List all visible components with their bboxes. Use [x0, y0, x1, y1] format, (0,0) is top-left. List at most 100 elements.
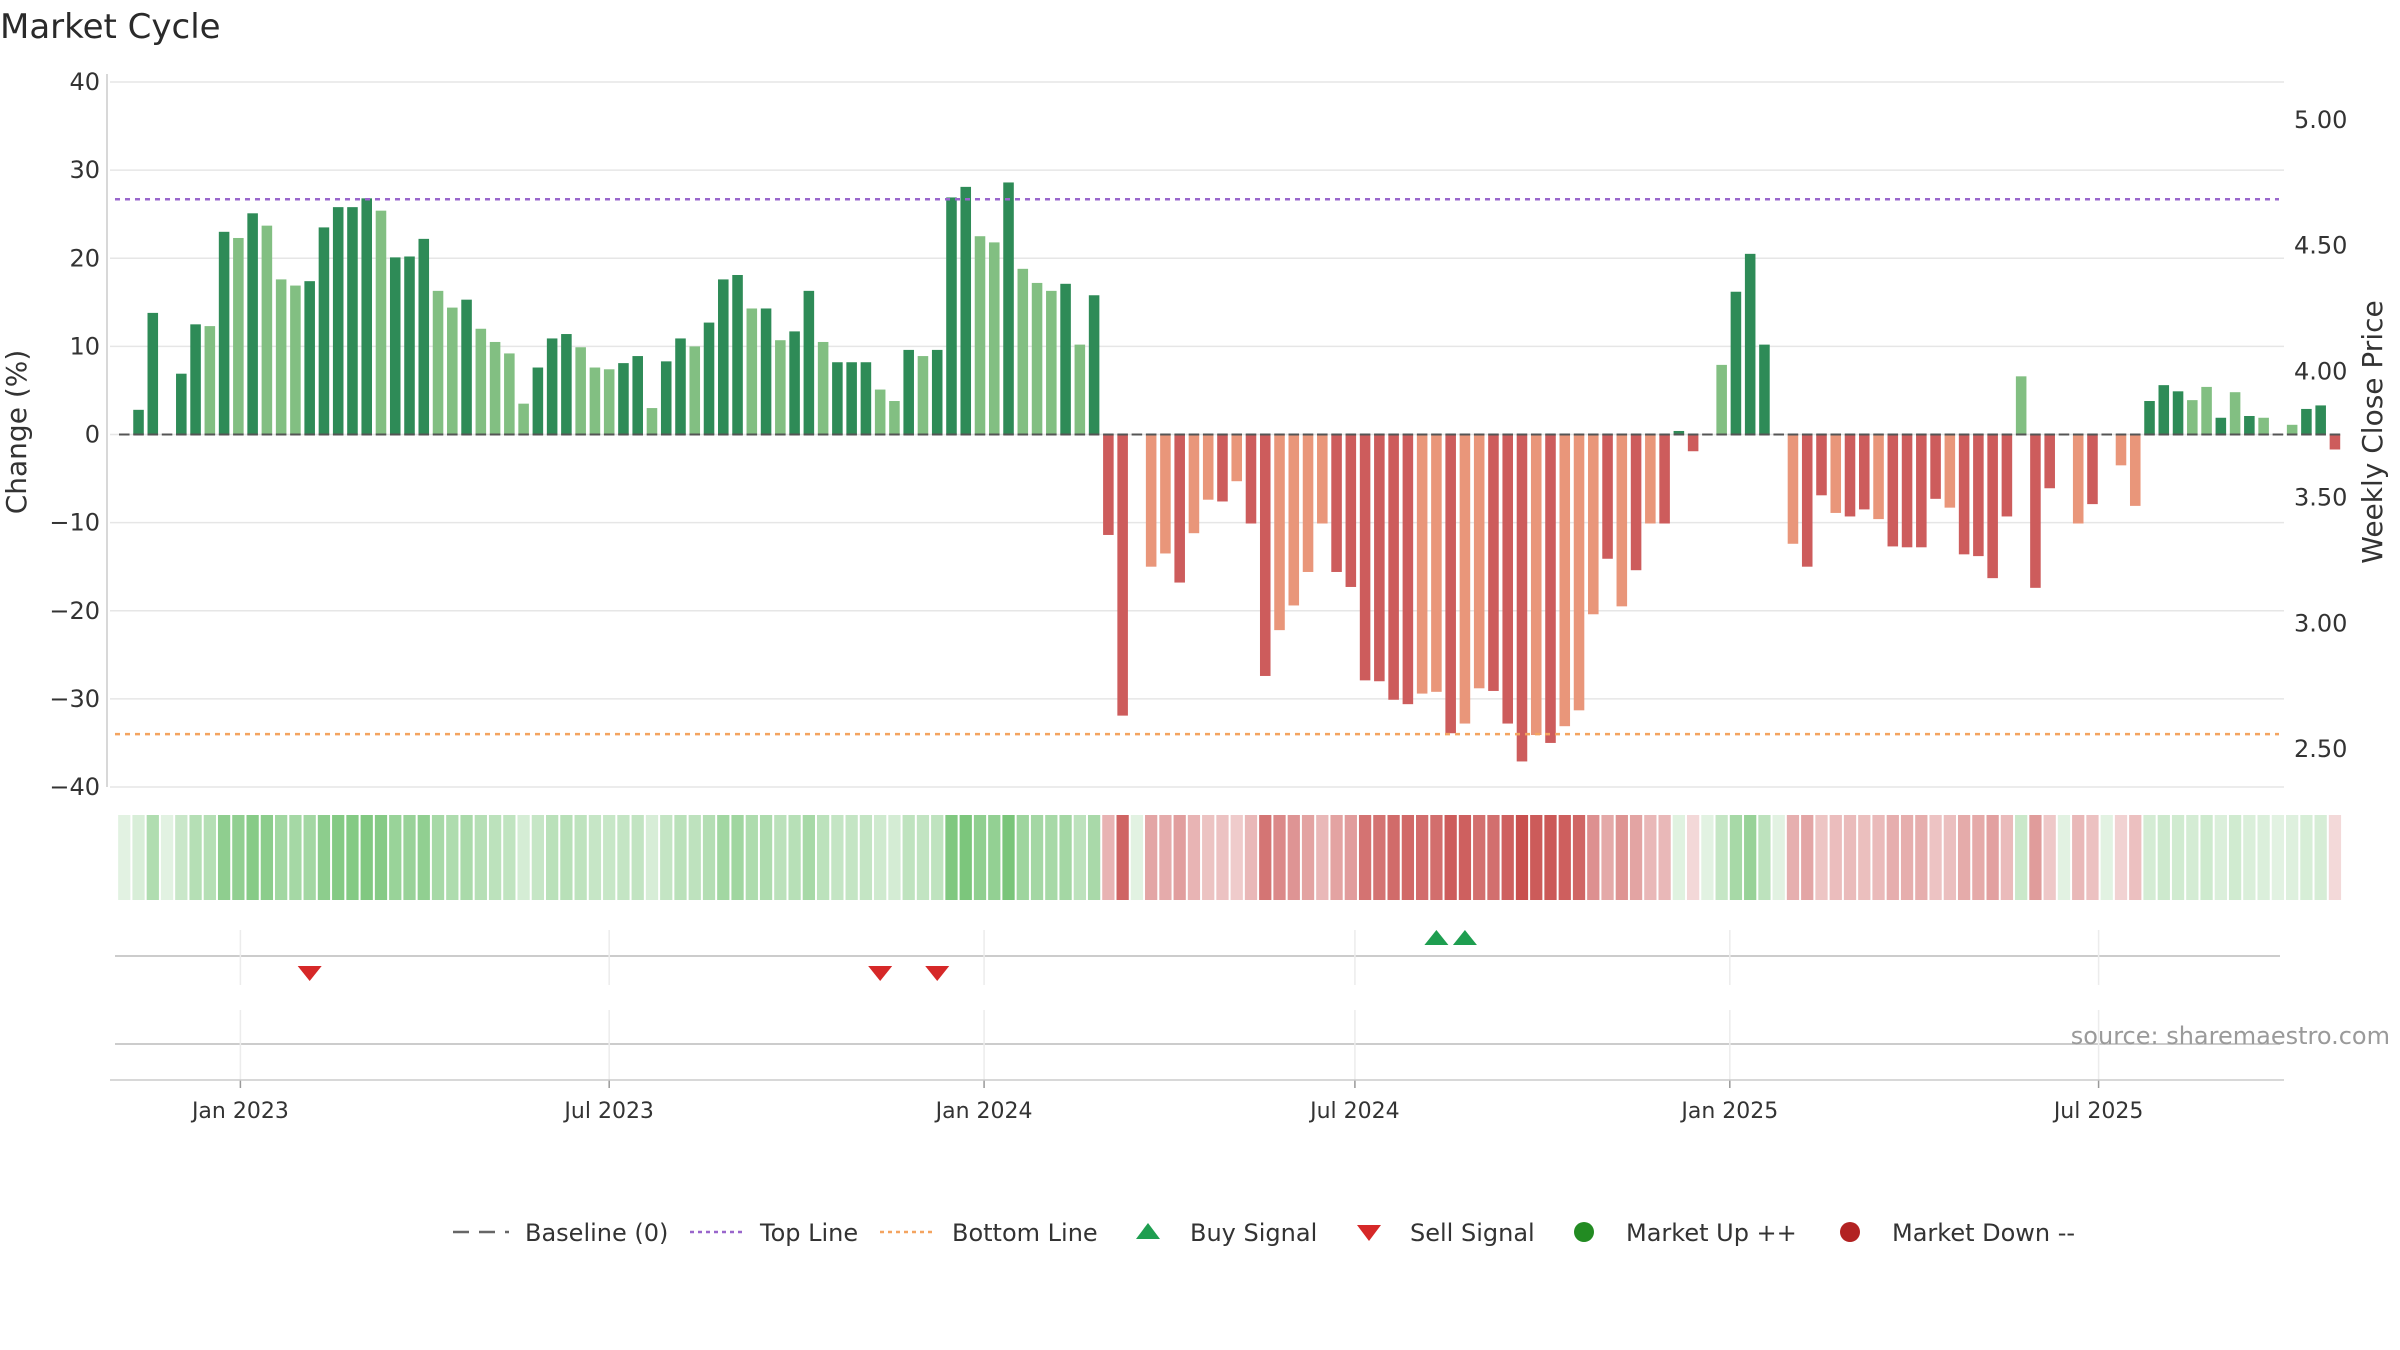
heat-cell — [2057, 815, 2071, 900]
bar — [1473, 434, 1485, 689]
heat-cell — [2100, 815, 2113, 900]
heat-cell — [1130, 815, 1144, 900]
bar — [461, 299, 472, 435]
legend-item-baseline: Baseline (0) — [453, 1219, 668, 1247]
heat-cell — [431, 815, 445, 900]
heat-cell — [1544, 815, 1557, 900]
bar — [347, 207, 358, 435]
bar — [1588, 434, 1599, 615]
y2-tick-label: 5.00 — [2294, 106, 2347, 134]
bar — [1103, 434, 1114, 535]
heat-cell — [1273, 815, 1286, 900]
bar — [375, 210, 387, 435]
y-tick-label: 0 — [85, 421, 100, 449]
heat-cell — [631, 815, 644, 900]
bar — [632, 356, 643, 435]
bar — [1602, 434, 1613, 559]
bar — [1345, 434, 1357, 587]
bar — [1145, 434, 1157, 567]
y-tick-label: −40 — [49, 773, 100, 801]
heat-cell — [1744, 815, 1757, 900]
bar — [1402, 434, 1414, 705]
bar — [389, 257, 401, 435]
heat-cell — [1815, 815, 1828, 900]
bar — [1317, 434, 1328, 524]
heat-cell — [1073, 815, 1086, 900]
heat-cell — [945, 815, 958, 900]
heat-cell — [1986, 815, 1999, 900]
bar — [803, 290, 815, 435]
heat-cell — [1858, 815, 1871, 900]
legend-label: Buy Signal — [1190, 1219, 1317, 1247]
heat-cell — [902, 815, 915, 900]
heat-cell — [2214, 815, 2227, 900]
heat-cell — [1786, 815, 1800, 900]
heat-cell — [1444, 815, 1457, 900]
bar — [447, 307, 458, 435]
bar — [775, 340, 786, 435]
sell-signal-marker — [868, 966, 893, 981]
axes: 40 30 20 10 0 −10 −20 −30 −40 5.00 4.50 4.00 3.50 3.0… — [49, 68, 2347, 801]
bar — [218, 231, 230, 435]
heat-cell — [2328, 815, 2342, 900]
bar — [1245, 434, 1257, 524]
bar — [1759, 344, 1770, 435]
heat-cell — [503, 815, 516, 900]
bar — [746, 308, 758, 435]
bar — [2329, 434, 2341, 450]
heat-cell — [1886, 815, 1899, 900]
heat-cell — [931, 815, 944, 900]
bar — [860, 362, 872, 435]
heat-cell — [1587, 815, 1600, 900]
heat-cell — [332, 815, 345, 900]
bar — [2286, 424, 2298, 435]
bar — [475, 328, 487, 435]
bar — [689, 346, 701, 435]
legend-label: Market Up ++ — [1626, 1219, 1797, 1247]
heat-cell — [146, 815, 159, 900]
heat-cell — [1658, 815, 1671, 900]
legend-item-top: Top Line — [690, 1219, 858, 1247]
bar — [1374, 434, 1385, 682]
bars-group — [118, 182, 2341, 762]
heat-cell — [1558, 815, 1571, 900]
bar — [2030, 434, 2041, 588]
heat-cell — [246, 815, 259, 900]
bar — [946, 197, 957, 435]
heat-cell — [446, 815, 459, 900]
heat-cell — [374, 815, 388, 900]
bar — [561, 334, 572, 435]
heat-cell — [1230, 815, 1243, 900]
bar — [660, 361, 672, 435]
heat-cell — [303, 815, 316, 900]
heat-cell — [2286, 815, 2299, 900]
bar — [1787, 434, 1799, 544]
bar — [1502, 434, 1513, 724]
bar — [2187, 400, 2198, 435]
heat-cell — [275, 815, 288, 900]
heat-cell — [1501, 815, 1514, 900]
heat-cell — [1287, 815, 1300, 900]
bar — [404, 256, 415, 435]
legend-label: Baseline (0) — [525, 1219, 668, 1247]
x-tick-label: Jan 2025 — [1679, 1099, 1778, 1124]
heat-cell — [2043, 815, 2056, 900]
bar — [1616, 434, 1628, 607]
heat-cell — [203, 815, 216, 900]
y2-tick-label: 4.00 — [2294, 358, 2347, 386]
bar — [1687, 434, 1699, 452]
heat-cell — [959, 815, 972, 900]
bar — [489, 341, 501, 435]
bar — [760, 308, 772, 435]
heat-cell — [1943, 815, 1956, 900]
bar — [1944, 434, 1956, 508]
bar — [247, 213, 258, 435]
y2-axis-title: Weekly Close Price — [2356, 300, 2389, 563]
bar — [1816, 434, 1827, 496]
heat-cell — [1030, 815, 1044, 900]
heat-cell — [1843, 815, 1857, 900]
heat-cell — [360, 815, 373, 900]
bar — [2158, 385, 2170, 435]
heat-cell — [588, 815, 602, 900]
